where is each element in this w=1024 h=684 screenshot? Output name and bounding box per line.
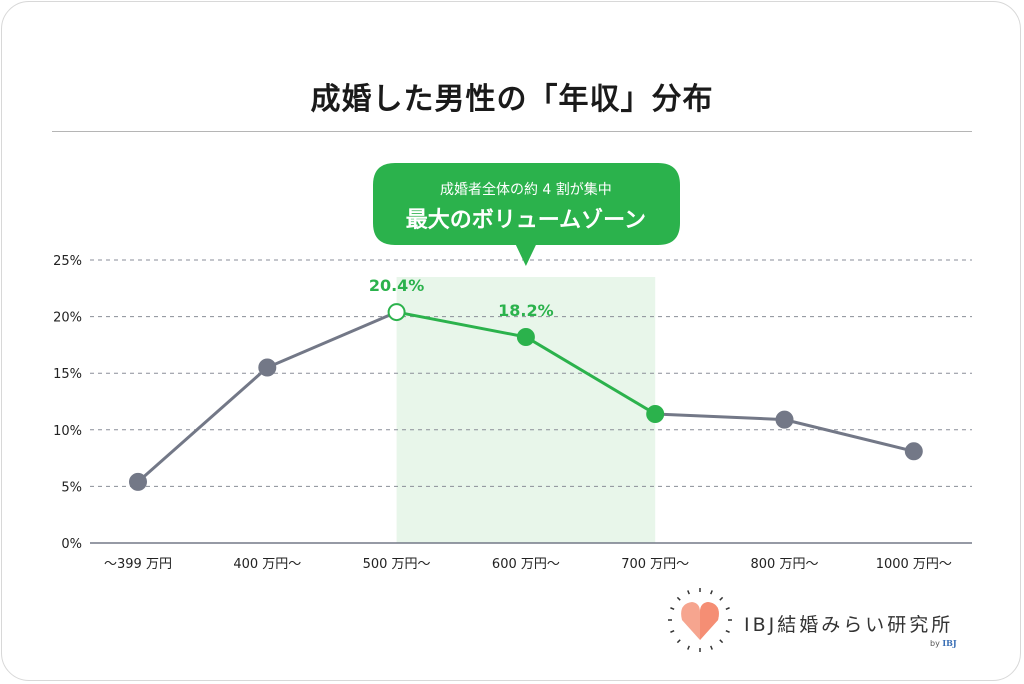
logo-ray — [725, 630, 730, 633]
chart-title: 成婚した男性の「年収」分布 — [310, 82, 714, 117]
series-segment — [137, 366, 269, 483]
data-point — [775, 410, 794, 429]
logo-ray — [670, 607, 675, 610]
series-segment — [266, 310, 398, 369]
series-segment — [396, 310, 527, 339]
y-tick-label: 25% — [53, 254, 82, 269]
y-tick-label: 10% — [53, 424, 82, 439]
x-tick-label: 700 万円〜 — [621, 557, 689, 572]
callout-bubble — [373, 163, 680, 266]
y-tick-label: 20% — [53, 311, 82, 326]
series-segment — [525, 335, 656, 416]
logo-ray — [719, 596, 724, 601]
data-point — [129, 472, 147, 491]
logo-ray — [710, 645, 713, 650]
callout-line2: 最大のボリュームゾーン — [406, 207, 646, 233]
x-tick-label: 1000 万円〜 — [876, 557, 952, 572]
data-point — [516, 327, 535, 346]
logo-ray — [687, 645, 690, 650]
series-segment — [784, 418, 915, 453]
x-tick-label: 800 万円〜 — [751, 557, 819, 572]
logo-text: IBJ結婚みらい研究所 — [744, 614, 954, 636]
logo-ray — [676, 596, 681, 601]
x-tick-label: 500 万円〜 — [363, 557, 431, 572]
data-point — [646, 404, 665, 423]
data-point — [387, 303, 406, 322]
logo-ray — [676, 639, 681, 644]
callout-line1: 成婚者全体の約 4 割が集中 — [440, 181, 612, 198]
series-segment — [655, 412, 785, 422]
logo-ray — [670, 630, 675, 633]
x-tick-label: 〜399 万円 — [104, 557, 172, 572]
title-divider — [52, 131, 972, 132]
logo-ray — [719, 639, 724, 644]
logo-by: by IBJ — [930, 638, 957, 648]
y-tick-label: 15% — [53, 367, 82, 382]
logo-ray — [687, 590, 690, 595]
y-tick-label: 0% — [61, 537, 82, 552]
data-point — [258, 358, 277, 377]
x-tick-label: 400 万円〜 — [233, 557, 301, 572]
heart-icon — [681, 602, 719, 640]
x-tick-label: 600 万円〜 — [492, 557, 560, 572]
data-point — [904, 442, 923, 461]
data-label: 18.2% — [498, 301, 554, 320]
logo-ray — [725, 607, 730, 610]
logo-ray — [710, 590, 713, 595]
y-tick-label: 5% — [61, 480, 82, 495]
data-label: 20.4% — [369, 276, 425, 295]
